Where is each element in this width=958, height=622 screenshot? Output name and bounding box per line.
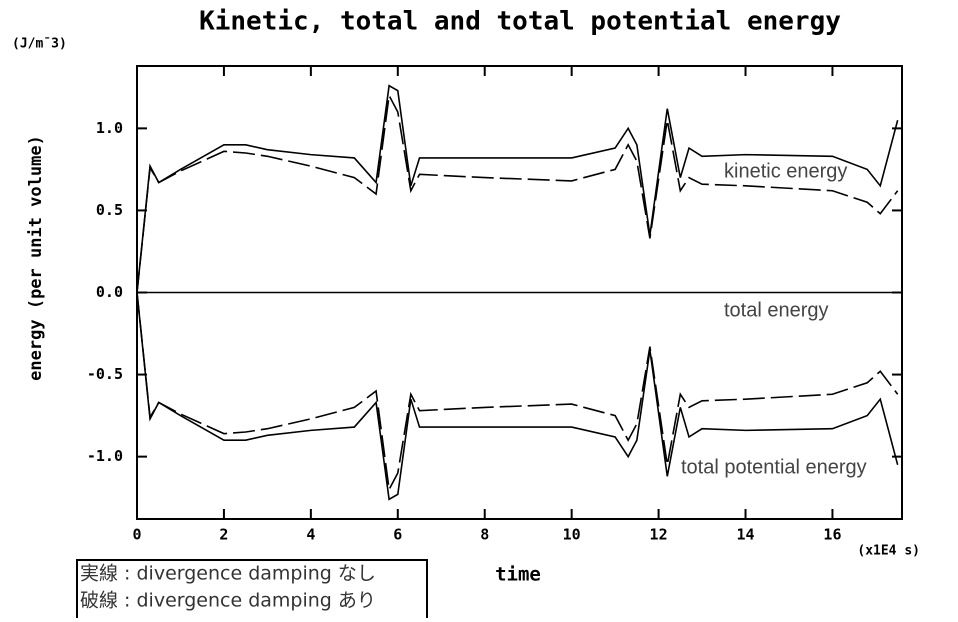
x-tick-label: 16 — [823, 526, 841, 544]
x-tick-label: 8 — [480, 526, 489, 544]
x-unit: (x1E4 s) — [857, 544, 920, 559]
x-tick-label: 0 — [132, 526, 141, 544]
x-tick-label: 6 — [393, 526, 402, 544]
y-tick-label: 0.5 — [96, 201, 123, 219]
x-tick-label: 14 — [736, 526, 754, 544]
chart-title: Kinetic, total and total potential energ… — [199, 7, 841, 37]
y-tick-label: -1.0 — [87, 447, 123, 465]
y-tick-label: -0.5 — [87, 365, 123, 383]
x-tick-label: 12 — [650, 526, 668, 544]
x-label: time — [495, 564, 541, 586]
series-line — [136, 84, 899, 293]
series-line — [136, 92, 899, 293]
legend-text: 破線 : divergence damping あり — [80, 590, 376, 612]
x-tick-label: 10 — [563, 526, 581, 544]
y-label: energy (per unit volume) — [26, 135, 46, 381]
series-line — [136, 292, 899, 501]
series-line — [136, 292, 899, 493]
legend-text: 実線 : divergence damping なし — [80, 563, 376, 585]
annotation: kinetic energy — [724, 160, 847, 182]
annotation: total potential energy — [681, 456, 867, 478]
annotation: total energy — [724, 299, 829, 321]
y-tick-label: 0.0 — [96, 283, 123, 301]
y-tick-label: 1.0 — [96, 119, 123, 137]
x-tick-label: 4 — [306, 526, 315, 544]
y-unit: (J/m¯3) — [12, 37, 67, 52]
x-tick-label: 2 — [219, 526, 228, 544]
